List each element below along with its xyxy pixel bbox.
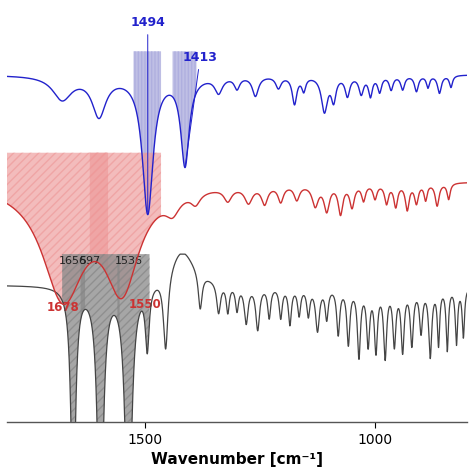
Text: 1678: 1678 [47, 301, 80, 314]
Text: 1494: 1494 [130, 16, 165, 212]
Text: 1413: 1413 [183, 51, 218, 165]
Text: 597: 597 [79, 255, 100, 266]
Text: 1656: 1656 [59, 255, 87, 266]
Text: 1550: 1550 [128, 299, 161, 311]
Text: 1536: 1536 [114, 255, 142, 266]
X-axis label: Wavenumber [cm⁻¹]: Wavenumber [cm⁻¹] [151, 452, 323, 467]
